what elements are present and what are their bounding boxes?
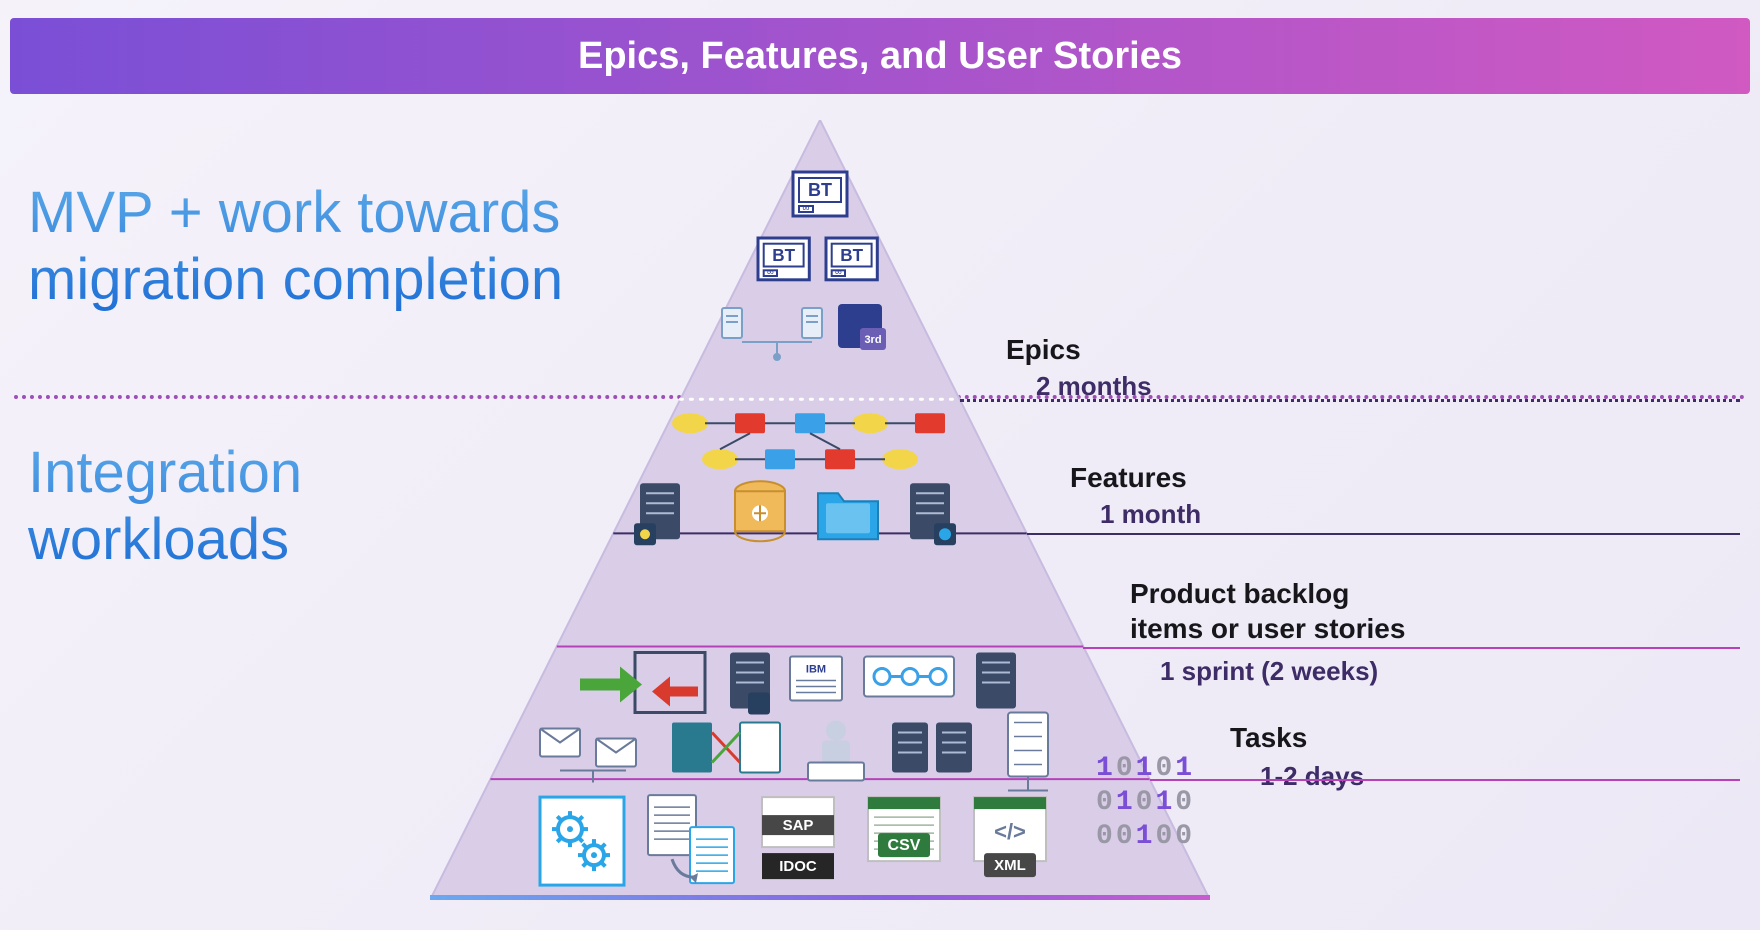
bt-box-icon: BT ∞ <box>758 238 809 280</box>
tier-label-0: Epics 2 months <box>1006 332 1152 402</box>
tier-duration: 2 months <box>1036 371 1152 402</box>
svg-text:XML: XML <box>994 857 1026 874</box>
svg-text:</>: </> <box>994 819 1026 844</box>
tier-leadline-0 <box>960 399 1740 402</box>
tier-leadline-1 <box>1027 533 1740 535</box>
tier-title: Product backlogitems or user stories <box>1130 576 1405 646</box>
tier-title: Features <box>1070 460 1201 495</box>
svg-text:BT: BT <box>808 180 832 200</box>
svg-text:IBM: IBM <box>806 664 826 676</box>
tier-label-1: Features 1 month <box>1070 460 1201 530</box>
tier-duration: 1 sprint (2 weeks) <box>1160 656 1405 687</box>
tier-title: Tasks <box>1230 720 1364 755</box>
svg-text:∞: ∞ <box>767 267 774 278</box>
tier-duration: 1-2 days <box>1260 761 1364 792</box>
svg-text:∞: ∞ <box>802 203 809 214</box>
title-banner: Epics, Features, and User Stories <box>10 18 1750 94</box>
tier-label-3: Tasks 1-2 days <box>1230 720 1364 792</box>
bt-box-icon: BT ∞ <box>793 172 847 216</box>
tier-label-2: Product backlogitems or user stories 1 sp… <box>1130 576 1405 687</box>
svg-text:SAP: SAP <box>783 817 814 834</box>
left-heading-integration: Integrationworkloads <box>28 440 302 573</box>
bt-box-icon: BT ∞ <box>826 238 877 280</box>
svg-text:∞: ∞ <box>835 267 842 278</box>
svg-text:CSV: CSV <box>888 837 921 854</box>
svg-text:3rd: 3rd <box>864 334 881 346</box>
binary-icon: 101010101000100 <box>1096 752 1195 854</box>
svg-text:BT: BT <box>840 246 863 265</box>
title-text: Epics, Features, and User Stories <box>578 35 1182 77</box>
tier-duration: 1 month <box>1100 499 1201 530</box>
tier-leadline-3 <box>1150 779 1740 781</box>
tier-title: Epics <box>1006 332 1152 367</box>
svg-text:IDOC: IDOC <box>779 858 817 875</box>
tier-leadline-2 <box>1083 647 1740 649</box>
svg-text:BT: BT <box>772 246 795 265</box>
